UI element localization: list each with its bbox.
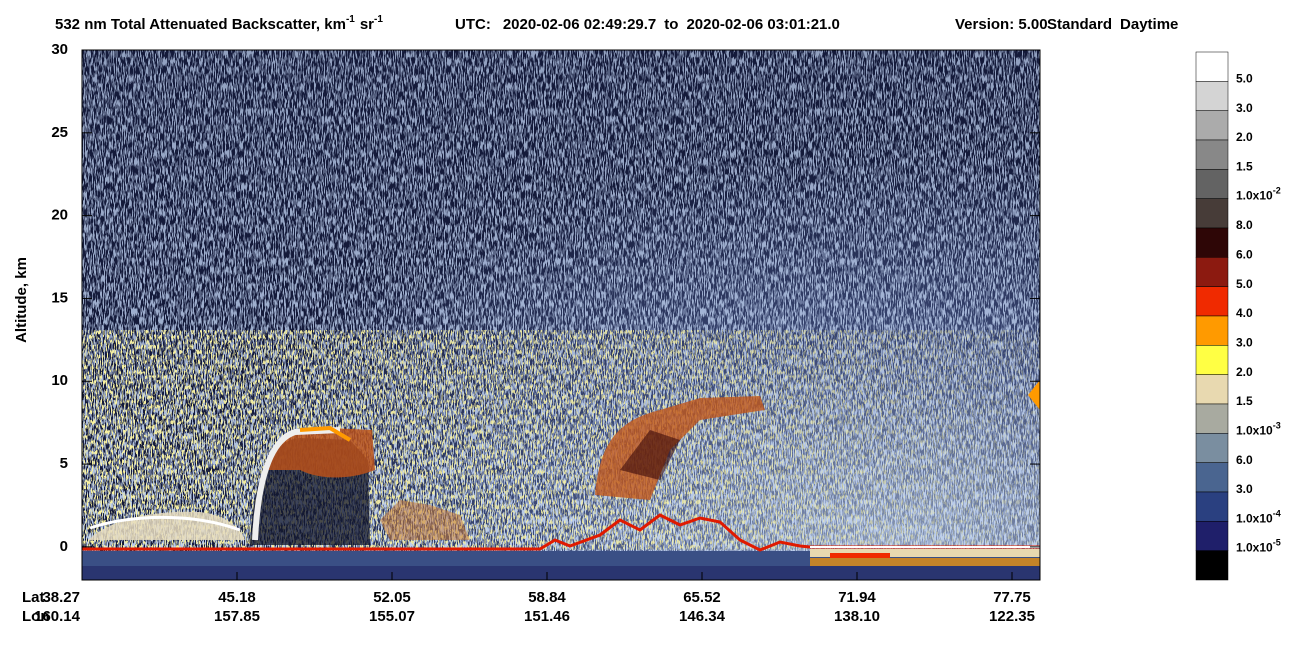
colorbar-label: 3.0	[1236, 336, 1253, 350]
y-tick-label: 30	[51, 41, 68, 58]
colorbar-box	[1195, 51, 1229, 82]
y-tick-label: 5	[60, 455, 68, 472]
x-tick-label: 146.34	[679, 608, 726, 625]
x-tick-label: 45.18	[218, 589, 256, 606]
colorbar-label: 6.0	[1236, 453, 1253, 467]
colorbar-label: 1.5	[1236, 160, 1253, 174]
plot-frame	[81, 49, 1041, 581]
surface-return	[82, 513, 1040, 552]
y-tick-label: 10	[51, 372, 68, 389]
mode-part: Daytime	[1120, 16, 1178, 33]
subsurface	[82, 566, 1040, 580]
utc-label: UTC:	[455, 16, 491, 33]
colorbar-label: 1.0x10-2	[1236, 186, 1281, 203]
x-tick-label: 155.07	[369, 608, 415, 625]
x-tick-label: 151.46	[524, 608, 570, 625]
title-sup: -1	[374, 14, 383, 25]
colorbar-label-base: 1.0x10	[1236, 189, 1273, 203]
time-range: UTC: 2020-02-06 02:49:29.7 to 2020-02-06 03…	[455, 16, 840, 33]
x-tick-label: 71.94	[838, 589, 876, 606]
colorbar-label: 5.0	[1236, 72, 1253, 86]
colorbar-box	[1195, 286, 1229, 317]
surface-band	[830, 553, 890, 558]
colorbar-label: 4.0	[1236, 306, 1253, 320]
colorbar-label: 1.0x10-4	[1236, 509, 1281, 526]
colorbar-label: 1.0x10-5	[1236, 538, 1281, 555]
colorbar-box	[1195, 462, 1229, 493]
colorbar-box	[1195, 433, 1229, 463]
colorbar-label: 1.0x10-3	[1236, 421, 1281, 438]
x-tick-label: 65.52	[683, 589, 721, 606]
colorbar-box	[1195, 169, 1229, 199]
colorbar-box	[1195, 403, 1229, 434]
x-tick-label: 138.10	[834, 608, 880, 625]
low-cloud	[88, 511, 245, 540]
x-tick-label: 52.05	[373, 589, 411, 606]
colorbar-label: 5.0	[1236, 277, 1253, 291]
colorbar-box	[1195, 315, 1229, 346]
cloud-edge	[299, 425, 352, 442]
surface-band	[810, 549, 1040, 557]
x-tick-label: 77.75	[993, 589, 1031, 606]
colorbar-label: 3.0	[1236, 101, 1253, 115]
x-tick-label: 122.35	[989, 608, 1035, 625]
colorbar-box	[1195, 227, 1229, 258]
x-row-label: Lon	[22, 608, 50, 625]
colorbar-label: 2.0	[1236, 130, 1253, 144]
colorbar-label: 6.0	[1236, 248, 1253, 262]
y-tick-label: 0	[60, 538, 68, 555]
title-text: sr	[360, 16, 374, 33]
x-row-label: Lat	[22, 589, 45, 606]
time-sep: to	[664, 16, 678, 33]
y-tick-label: 25	[51, 124, 68, 141]
cloud	[1028, 380, 1040, 410]
title-sup: -1	[346, 14, 355, 25]
version: Version: 5.00	[955, 16, 1048, 33]
cloud-core	[620, 430, 680, 480]
colorbar-box	[1195, 139, 1229, 170]
colorbar-label: 8.0	[1236, 218, 1253, 232]
x-tick-label: 58.84	[528, 589, 566, 606]
colorbar-label: 2.0	[1236, 365, 1253, 379]
colorbar-box	[1195, 374, 1229, 405]
colorbar-box	[1195, 198, 1229, 229]
y-axis-label: Altitude, km	[13, 257, 30, 343]
cloud-edge	[252, 427, 341, 541]
colorbar-box	[1195, 521, 1229, 551]
colorbar-box	[1195, 550, 1229, 581]
mode: Standard Daytime	[1047, 16, 1178, 33]
colorbar-box	[1195, 81, 1229, 111]
y-tick-label: 15	[51, 289, 68, 306]
colorbar-label-base: 1.0x10	[1236, 512, 1273, 526]
colorbar-box	[1195, 345, 1229, 375]
colorbar-label: 3.0	[1236, 482, 1253, 496]
low-cloud	[380, 500, 470, 540]
colorbar-label-base: 1.0x10	[1236, 541, 1273, 555]
x-tick-label: 38.27	[42, 589, 80, 606]
mode-part: Standard	[1047, 16, 1112, 33]
colorbar-label-exp: -3	[1273, 421, 1281, 431]
surface-band	[810, 558, 1040, 566]
backscatter-image	[82, 50, 1040, 580]
x-tick-label: 157.85	[214, 608, 260, 625]
colorbar-label: 1.5	[1236, 394, 1253, 408]
time-end: 2020-02-06 03:01:21.0	[686, 16, 839, 33]
colorbar-label-base: 1.0x10	[1236, 424, 1273, 438]
y-tick-label: 20	[51, 207, 68, 224]
colorbar-label-exp: -5	[1273, 538, 1281, 548]
noise-yellow	[82, 330, 1040, 550]
colorbar-label-exp: -4	[1273, 509, 1281, 519]
colorbar-label-exp: -2	[1273, 186, 1281, 196]
x-tick-label: 160.14	[34, 608, 81, 625]
chart-title: 532 nm Total Attenuated Backscatter, km-…	[55, 14, 383, 33]
colorbar-box	[1195, 110, 1229, 141]
low-cloud-edge	[89, 515, 241, 532]
colorbar-box	[1195, 491, 1229, 522]
colorbar-box	[1195, 257, 1229, 287]
time-start: 2020-02-06 02:49:29.7	[503, 16, 656, 33]
title-text: 532 nm Total Attenuated Backscatter, km	[55, 16, 346, 33]
